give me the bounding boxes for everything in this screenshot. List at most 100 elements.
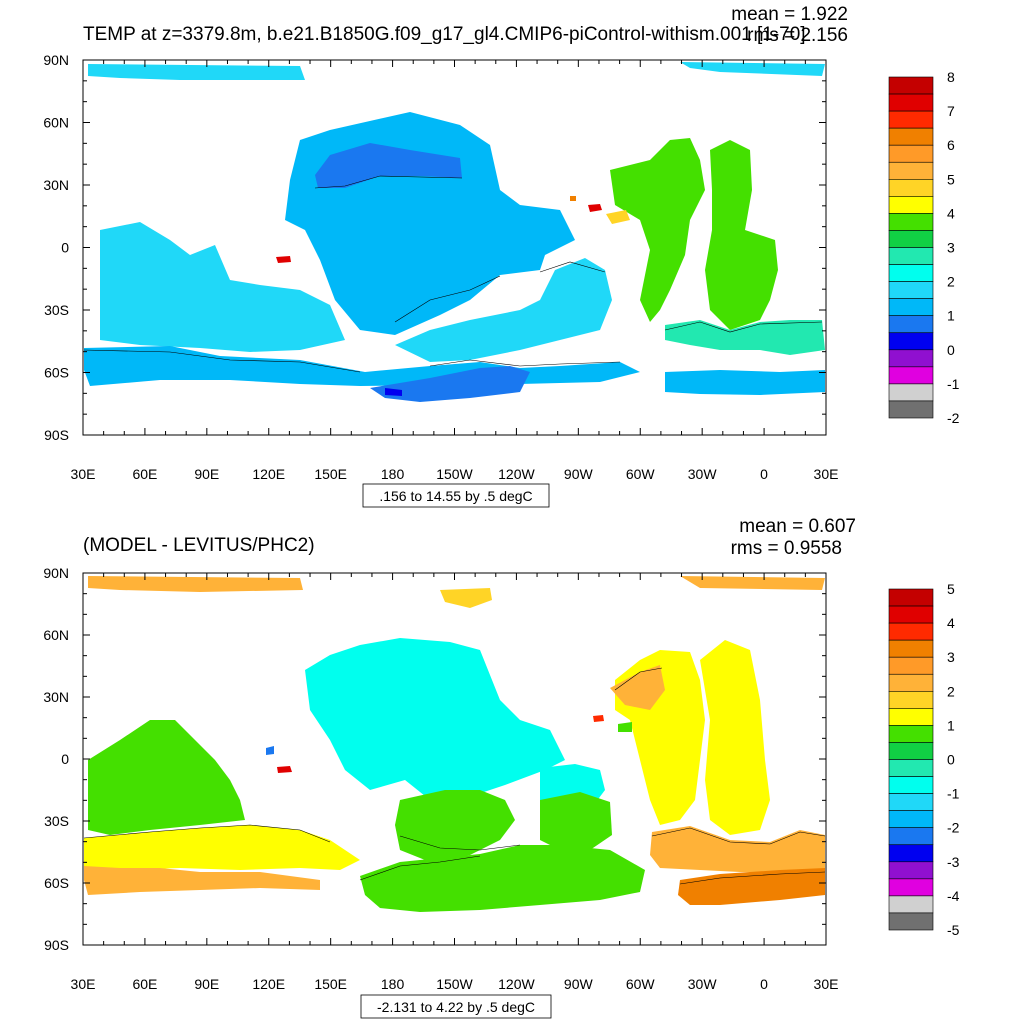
chart-title: TEMP at z=3379.8m, b.e21.B1850G.f09_g17_… [83,24,806,45]
y-tick-label: 0 [61,240,69,256]
colorbar-label: -5 [947,922,960,938]
colorbar-swatch [888,332,934,351]
x-tick-label: 60E [132,976,157,992]
x-tick-label: 150E [314,466,347,482]
colorbar-swatch [888,776,934,794]
colorbar-swatch [888,76,934,95]
colorbar-label: -4 [947,888,960,904]
y-axis: 90N 60N 30N 0 30S 60S 90S [43,52,826,443]
field-region [610,138,705,322]
field-region [84,825,360,870]
field-region [680,62,825,76]
colorbar-label: 8 [947,69,955,85]
field-region [618,722,632,732]
colorbar-swatch [888,110,934,129]
colorbar-label: 3 [947,240,955,256]
x-tick-label: 30E [814,466,839,482]
colorbar-swatch [888,366,934,385]
y-tick-label: 30N [43,689,69,705]
colorbar-label: 3 [947,649,955,665]
field-region [360,845,645,912]
x-tick-label: 150E [314,976,347,992]
colorbar-label: 0 [947,752,955,768]
field-region [540,792,612,850]
field-region [100,222,345,352]
contour-line [83,824,331,843]
colorbar-swatch [888,622,934,641]
field-region [266,746,274,755]
colorbar-swatch [888,725,934,743]
colorbar-swatch [888,895,934,914]
colorbar-swatch [888,793,934,811]
panel-temp: TEMP at z=3379.8m, b.e21.B1850G.f09_g17_… [43,4,960,508]
colorbar-label: 6 [947,137,955,153]
chart-title: (MODEL - LEVITUS/PHC2) [83,535,315,556]
x-tick-label: 30E [71,976,96,992]
x-tick-label: 60W [626,976,656,992]
field-region [385,388,402,396]
contour-line [359,855,481,881]
contour-line [429,359,621,367]
contour-line [664,321,823,333]
x-tick-label: 120W [498,976,535,992]
y-tick-label: 0 [61,751,69,767]
field-region [315,143,462,188]
x-tick-label: 120E [252,466,285,482]
field-region [570,196,576,201]
x-tick-label: 0 [760,976,768,992]
y-tick-label: 30S [44,813,69,829]
contour-line [314,175,463,189]
field-region [588,204,602,212]
contour-line [679,871,826,885]
field-region [305,638,565,800]
map-field [83,62,825,402]
contour-line [539,261,606,273]
y-tick-label: 60N [43,627,69,643]
colorbar-swatch [888,127,934,146]
y-axis: 90N 60N 30N 0 30S 60S 90S [43,565,826,953]
x-tick-label: 90E [194,976,219,992]
contour-line [651,827,826,845]
x-tick-label: 90W [564,466,594,482]
colorbar-swatch [888,179,934,197]
colorbar-swatch [888,264,934,282]
contour-line [83,349,361,373]
x-tick-label: 150W [436,466,473,482]
field-region [395,790,515,862]
contour-line [394,275,501,323]
mean-label: mean = 1.922 [731,4,848,25]
colorbar-swatch [888,281,934,299]
map-field [83,576,826,912]
y-tick-label: 60S [44,365,69,381]
colorbar-swatch [888,912,934,931]
y-tick-label: 60S [44,875,69,891]
y-tick-label: 30S [44,302,69,318]
field-region [680,576,825,590]
colorbar-swatch [888,298,934,316]
field-region [395,258,612,362]
y-tick-label: 90S [44,427,69,443]
colorbar-label: 5 [947,171,955,187]
colorbar-swatch [888,196,934,214]
colorbar-swatch [888,230,934,248]
field-region [665,370,825,395]
colorbar-swatch [888,878,934,897]
colorbar-label: 5 [947,581,955,597]
y-tick-label: 60N [43,115,69,131]
x-axis: 30E 60E 90E 120E 150E 180 150W 120W 90W 60W 30W 0 30… [71,60,839,482]
field-region [276,256,291,263]
colorbar-swatch [888,349,934,368]
y-tick-label: 90N [43,52,69,68]
colorbar-label: 1 [947,717,955,733]
panel-difference: (MODEL - LEVITUS/PHC2) mean = 0.607 rms … [43,516,960,1019]
colorbar-swatch [888,708,934,726]
rms-label: rms = 2.156 [747,25,848,46]
x-tick-label: 30W [688,976,718,992]
colorbar-label: 4 [947,205,955,221]
colorbar-label: -3 [947,854,960,870]
colorbar-swatch [888,759,934,777]
x-tick-label: 30E [71,466,96,482]
colorbar-swatch [888,639,934,658]
colorbar-label: -2 [947,410,960,426]
